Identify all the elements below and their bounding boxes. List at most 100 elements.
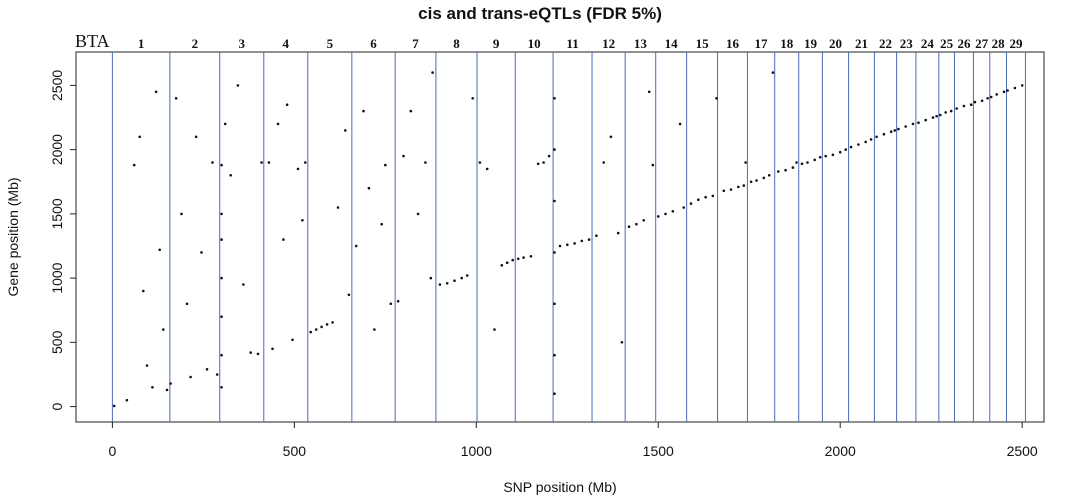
eqtl-point <box>185 302 189 306</box>
y-tick-label: 1000 <box>49 262 65 293</box>
x-tick-label: 500 <box>283 443 307 459</box>
eqtl-point <box>223 122 227 126</box>
chromosome-label: 21 <box>855 36 868 51</box>
eqtl-point <box>664 212 667 216</box>
eqtl-point <box>194 135 198 139</box>
eqtl-point <box>580 239 584 243</box>
x-tick-label: 2000 <box>825 443 856 459</box>
eqtl-point <box>151 386 154 389</box>
eqtl-point <box>911 122 915 126</box>
eqtl-point <box>132 163 136 167</box>
eqtl-point <box>791 166 795 169</box>
x-tick-label: 1500 <box>643 443 674 459</box>
eqtl-point <box>609 135 613 139</box>
chromosome-label: 3 <box>239 36 246 51</box>
eqtl-point <box>777 170 780 173</box>
eqtl-point <box>869 138 873 141</box>
eqtl-point <box>445 282 449 285</box>
eqtl-point <box>553 148 556 151</box>
eqtl-point <box>465 274 469 277</box>
eqtl-point <box>689 202 693 205</box>
chromosome-label: 11 <box>566 36 578 51</box>
eqtl-point <box>620 341 624 344</box>
eqtl-point <box>553 199 556 203</box>
eqtl-point <box>189 375 192 379</box>
chromosome-prefix-label: BTA <box>75 31 110 51</box>
chromosome-label: 1 <box>138 36 145 51</box>
x-tick-label: 0 <box>108 443 116 459</box>
eqtl-point <box>500 264 504 267</box>
eqtl-point <box>174 97 178 100</box>
eqtl-point <box>962 104 966 108</box>
eqtl-point <box>715 97 718 100</box>
eqtl-point <box>304 161 307 164</box>
eqtl-point <box>553 302 556 306</box>
eqtl-point <box>453 279 456 283</box>
eqtl-point <box>784 168 787 172</box>
x-tick-label: 2500 <box>1007 443 1038 459</box>
eqtl-point <box>276 122 280 126</box>
eqtl-point <box>711 194 715 198</box>
eqtl-point <box>396 299 400 303</box>
eqtl-point <box>1020 84 1024 87</box>
x-axis-label: SNP position (Mb) <box>503 479 616 495</box>
eqtl-point <box>314 328 318 331</box>
eqtl-point <box>986 97 989 100</box>
eqtl-point <box>682 206 685 209</box>
chromosome-label: 20 <box>829 36 842 51</box>
chromosome-label: 26 <box>957 36 971 51</box>
chromosome-label: 5 <box>327 36 334 51</box>
eqtl-point <box>818 156 822 159</box>
eqtl-point <box>267 161 271 164</box>
eqtl-point <box>806 161 809 164</box>
eqtl-point <box>755 179 758 182</box>
eqtl-point <box>762 176 766 180</box>
eqtl-point <box>857 143 860 146</box>
eqtl-point <box>737 185 740 189</box>
eqtl-point <box>256 352 260 356</box>
eqtl-point <box>478 161 482 164</box>
eqtl-point <box>309 330 313 334</box>
chromosome-boundaries <box>111 52 1026 422</box>
y-tick-label: 1500 <box>49 198 65 229</box>
eqtl-point <box>587 238 591 241</box>
eqtl-point <box>875 135 878 139</box>
eqtl-point <box>980 99 984 103</box>
eqtl-point <box>1013 86 1017 90</box>
chromosome-label: 24 <box>921 36 935 51</box>
eqtl-point <box>260 161 263 164</box>
eqtl-point <box>678 122 682 126</box>
eqtl-point <box>409 109 413 113</box>
eqtl-point <box>704 195 707 199</box>
eqtl-point <box>651 163 655 167</box>
eqtl-point <box>616 231 620 235</box>
eqtl-point <box>301 219 304 222</box>
eqtl-point <box>849 145 853 149</box>
eqtl-point <box>897 127 900 131</box>
eqtl-point <box>547 154 551 158</box>
chromosome-label: 17 <box>755 36 769 51</box>
chromosome-label: 12 <box>602 36 615 51</box>
eqtl-point <box>471 97 475 100</box>
eqtl-point <box>767 174 771 177</box>
eqtl-point <box>602 161 605 164</box>
eqtl-point <box>1006 89 1009 92</box>
eqtl-point <box>800 162 804 166</box>
eqtl-point <box>424 161 427 164</box>
eqtl-point <box>384 163 387 167</box>
chart-title: cis and trans-eQTLs (FDR 5%) <box>418 4 662 23</box>
eqtl-point <box>795 161 798 164</box>
eqtl-point <box>249 351 252 354</box>
eqtl-point <box>522 256 525 259</box>
eqtl-point <box>635 222 638 226</box>
eqtl-point <box>595 234 598 237</box>
eqtl-point <box>553 97 556 100</box>
eqtl-point <box>285 103 289 106</box>
eqtl-point <box>154 90 158 94</box>
eqtl-point <box>325 323 329 326</box>
eqtl-point <box>220 212 223 216</box>
chromosome-label: 22 <box>879 36 892 51</box>
y-tick-label: 500 <box>49 330 65 354</box>
eqtl-point <box>291 338 294 342</box>
eqtl-point <box>282 238 285 241</box>
